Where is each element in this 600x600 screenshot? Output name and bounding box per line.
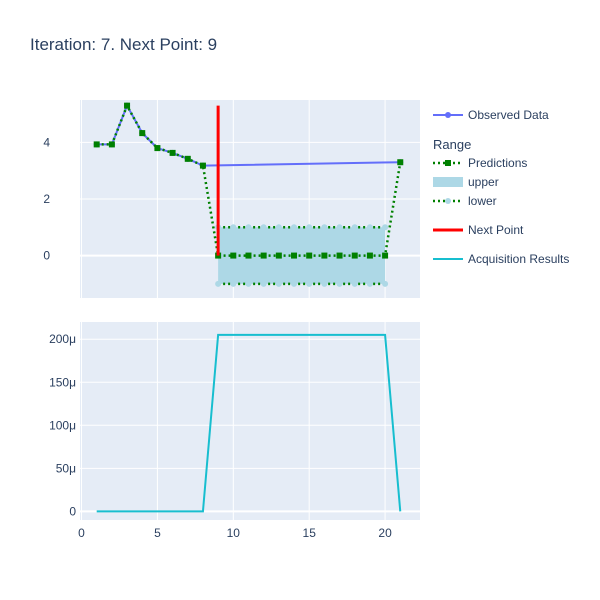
upper-point (321, 224, 328, 231)
bottom-y-tick-label: 150μ (49, 375, 76, 389)
legend-next-point-label: Next Point (468, 223, 524, 237)
top-y-tick-label: 0 (43, 249, 50, 263)
lower-point (366, 280, 373, 287)
bottom-y-tick-label: 50μ (56, 461, 76, 475)
predictions-point (139, 130, 146, 137)
upper-point (336, 224, 343, 231)
bottom-x-tick-label: 5 (154, 526, 161, 540)
predictions-point (245, 252, 252, 259)
predictions-point (366, 252, 373, 259)
bottom-plot-area (80, 322, 420, 520)
legend-item-lower[interactable]: lower (433, 194, 497, 208)
bottom-marks (96, 333, 402, 513)
predictions-point (260, 252, 267, 259)
top-marks (93, 102, 404, 287)
predictions-point (108, 141, 115, 148)
predictions-point (306, 252, 313, 259)
legend-predictions-marker (445, 160, 451, 166)
legend-lower-label: lower (468, 194, 497, 208)
predictions-point (93, 141, 100, 148)
predictions-point (397, 159, 404, 166)
predictions-point (154, 145, 161, 152)
bottom-x-tick-label: 15 (303, 526, 317, 540)
top-y-tick-label: 4 (43, 135, 50, 149)
predictions-point (382, 252, 389, 259)
bottom-x-tick-label: 20 (378, 526, 392, 540)
legend-acquisition-label: Acquisition Results (468, 252, 569, 266)
predictions-point (291, 252, 298, 259)
predictions-point (124, 102, 131, 109)
legend-item-observed[interactable]: Observed Data (433, 108, 549, 122)
legend-observed-label: Observed Data (468, 108, 549, 122)
bottom-x-ticks: 0 5 10 15 20 (78, 526, 392, 540)
predictions-point (275, 252, 282, 259)
lower-point (382, 280, 389, 287)
bottom-y-tick-label: 200μ (49, 332, 76, 346)
predictions-point (336, 252, 343, 259)
lower-point (291, 280, 298, 287)
legend-item-upper[interactable]: upper (433, 175, 499, 189)
bottom-x-tick-label: 0 (78, 526, 85, 540)
predictions-point (184, 155, 191, 162)
predictions-line (96, 102, 402, 257)
legend-upper-marker (445, 179, 451, 185)
legend: Observed Data Range Predictions upper lo… (433, 108, 569, 266)
lower-point (336, 280, 343, 287)
upper-point (351, 224, 358, 231)
lower-point (245, 280, 252, 287)
upper-point (366, 224, 373, 231)
bottom-y-tick-label: 0 (69, 504, 76, 518)
lower-point (321, 280, 328, 287)
predictions-point (169, 149, 176, 156)
top-y-ticks: 0 2 4 (43, 135, 50, 262)
upper-point (230, 224, 237, 231)
legend-range-title: Range (433, 137, 471, 152)
legend-item-predictions[interactable]: Predictions (433, 156, 527, 170)
legend-item-next-point[interactable]: Next Point (433, 223, 524, 237)
predictions-point (199, 162, 206, 169)
legend-predictions-label: Predictions (468, 156, 527, 170)
predictions-point (230, 252, 237, 259)
lower-point (260, 280, 267, 287)
legend-item-acquisition[interactable]: Acquisition Results (433, 252, 569, 266)
predictions-point (351, 252, 358, 259)
lower-point (215, 280, 222, 287)
predictions-point (321, 252, 328, 259)
lower-point (306, 280, 313, 287)
chart-title: Iteration: 7. Next Point: 9 (30, 35, 217, 54)
top-y-tick-label: 2 (43, 192, 50, 206)
upper-point (306, 224, 313, 231)
bottom-y-tick-label: 100μ (49, 418, 76, 432)
upper-point (260, 224, 267, 231)
legend-observed-marker (445, 112, 451, 118)
lower-point (351, 280, 358, 287)
upper-point (275, 224, 282, 231)
acquisition-line (96, 333, 402, 513)
bottom-y-ticks: 0 50μ 100μ 150μ 200μ (49, 332, 76, 518)
lower-point (230, 280, 237, 287)
legend-lower-marker (445, 198, 451, 204)
lower-point (275, 280, 282, 287)
upper-point (291, 224, 298, 231)
upper-point (382, 224, 389, 231)
confidence-band (218, 227, 386, 284)
legend-upper-label: upper (468, 175, 499, 189)
upper-point (245, 224, 252, 231)
bottom-x-tick-label: 10 (227, 526, 241, 540)
